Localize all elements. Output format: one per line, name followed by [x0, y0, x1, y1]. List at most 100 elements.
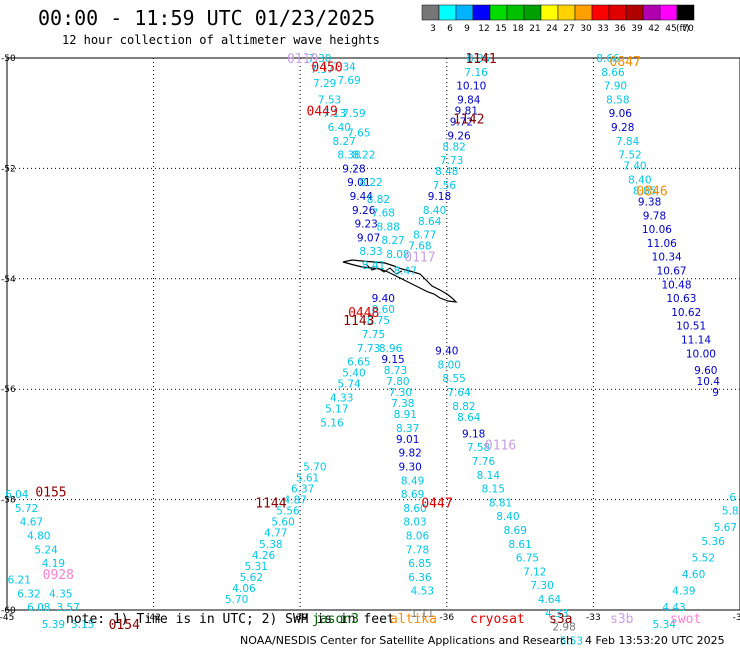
wave-height-label: 8.27: [332, 136, 355, 148]
wave-height-label: 4.67: [20, 517, 43, 529]
legend-altika: altika: [390, 612, 437, 627]
wave-height-label: 5.70: [225, 594, 248, 606]
colorbar-label: 21: [529, 24, 540, 34]
wave-height-label: 8.60: [403, 503, 426, 515]
wave-height-label: 9.28: [342, 163, 365, 175]
wave-height-label: 8.33: [359, 246, 382, 258]
wave-height-label: 9.06: [609, 108, 633, 120]
wave-height-label: 8.06: [406, 530, 430, 542]
wave-height-label: 8.96: [379, 343, 403, 355]
colorbar-swatch: [557, 4, 576, 21]
wave-height-label: 8.75: [367, 315, 390, 327]
colorbar-swatch: [421, 4, 440, 21]
wave-height-label: 10.00: [686, 348, 716, 360]
wave-height-label: 8.61: [508, 539, 531, 551]
footer-agency: NOAA/NESDIS Center for Satellite Applica…: [240, 634, 574, 647]
wave-height-label: 7.30: [389, 387, 412, 399]
wave-height-label: 7.29: [313, 78, 336, 90]
colorbar-swatch: [659, 4, 678, 21]
colorbar-label: 70: [682, 24, 694, 34]
wave-height-label: 3.15: [71, 619, 94, 631]
wave-height-label: 8.37: [396, 423, 419, 435]
footer-timestamp: 4 Feb 13:53:20 UTC 2025: [585, 634, 725, 647]
wave-height-label: 1.11: [411, 608, 434, 620]
wave-height-label: 9.18: [428, 191, 451, 203]
pass-time-label: 0119: [287, 52, 318, 67]
legend-jason3: jason3: [312, 612, 359, 627]
wave-height-label: 7.34: [332, 61, 356, 73]
wave-height-label: 7.40: [623, 161, 646, 173]
wave-height-label: 5.70: [303, 461, 326, 473]
wave-height-label: 9.84: [457, 94, 481, 106]
wave-height-label: 9.72: [450, 116, 473, 128]
wave-height-label: 4.39: [672, 586, 695, 598]
wave-height-label: 8.73: [384, 365, 407, 377]
wave-height-label: 4.35: [49, 588, 72, 600]
wave-height-label: 9.28: [611, 122, 634, 134]
wave-height-label: 5.31: [245, 561, 268, 573]
colorbar-label: 24: [546, 24, 558, 34]
wave-height-label: 6: [729, 492, 736, 504]
colorbar-label: 9: [464, 24, 470, 34]
wave-height-label: 7.38: [391, 398, 414, 410]
wave-height-label: 8.38: [337, 150, 360, 162]
pass-time-label: 0847: [610, 55, 641, 70]
wave-height-label: 10.62: [671, 307, 701, 319]
chart-title: 00:00 - 11:59 UTC 01/23/2025: [38, 6, 376, 30]
wave-height-label: 9.07: [357, 232, 380, 244]
wave-height-label: 8.47: [394, 266, 417, 278]
wave-height-label: 5.8: [722, 506, 739, 518]
wave-height-label: 4.06: [232, 583, 256, 595]
legend-s3a: s3a: [549, 612, 573, 627]
y-tick-label: -60: [1, 606, 16, 616]
wave-height-label: 5.34: [653, 619, 677, 631]
wave-height-label: 7.13: [323, 108, 346, 120]
pass-time-label: 0846: [636, 184, 667, 199]
wave-height-label: 9.01: [396, 434, 419, 446]
wave-height-label: 8.91: [394, 409, 417, 421]
pass-time-label: 1143: [343, 314, 374, 329]
wave-height-label: 9.81: [455, 105, 478, 117]
note-text: note: 1) Time is in UTC; 2) SWH is in fe…: [66, 612, 395, 627]
wave-height-label: 5.24: [34, 544, 58, 556]
legend-s3b: s3b: [610, 612, 634, 627]
wave-height-label: 9.44: [350, 191, 374, 203]
wave-height-label: 6.85: [408, 558, 431, 570]
axis-ticks: -50 -52 -54 -56 -58 -60-45 -42 -39 -36 -33 -30: [0, 54, 740, 623]
wave-height-label: 8.77: [413, 230, 436, 242]
wave-height-label: 9.38: [638, 197, 661, 209]
wave-height-label: 7.16: [464, 67, 488, 79]
wave-height-label: 8.58: [606, 94, 629, 106]
wave-height-label: 5.56: [276, 506, 300, 518]
wave-height-label: 6.04: [5, 489, 29, 501]
x-tick-label: -39: [293, 613, 308, 623]
colorbar-swatch: [642, 4, 661, 21]
wave-height-label: 4.33: [330, 392, 353, 404]
wave-height-label: 4.80: [27, 530, 50, 542]
wave-height-label: 7.37: [310, 64, 333, 76]
colorbar-swatch: [591, 4, 610, 21]
wave-height-label: 9.18: [462, 428, 485, 440]
wave-height-label: 4.53: [411, 586, 434, 598]
wave-height-label: 6.36: [408, 572, 432, 584]
wave-height-label: 6.65: [347, 357, 370, 369]
wave-height-label: 4.60: [682, 569, 705, 581]
colorbar-swatch: [438, 4, 457, 21]
wave-height-label: 4.19: [42, 558, 65, 570]
wave-height-label: 5.39: [42, 619, 65, 631]
wave-height-points: 7.307.377.297.537.136.408.278.389.289.01…: [5, 53, 739, 647]
wave-height-label: 8.41: [362, 260, 385, 272]
wave-height-label: 8.64: [418, 216, 442, 228]
wave-height-label: 5.17: [325, 404, 348, 416]
wave-height-label: 7.68: [372, 208, 395, 220]
colorbar-swatch: [540, 4, 559, 21]
colorbar-swatch: [455, 4, 474, 21]
wave-height-label: 9.01: [347, 177, 370, 189]
colorbar-label: 27: [563, 24, 574, 34]
wave-height-label: 9.23: [354, 219, 377, 231]
colorbar-label: 15: [495, 24, 506, 34]
wave-height-label: 9.40: [435, 346, 458, 358]
wave-height-label: 9.40: [372, 293, 395, 305]
